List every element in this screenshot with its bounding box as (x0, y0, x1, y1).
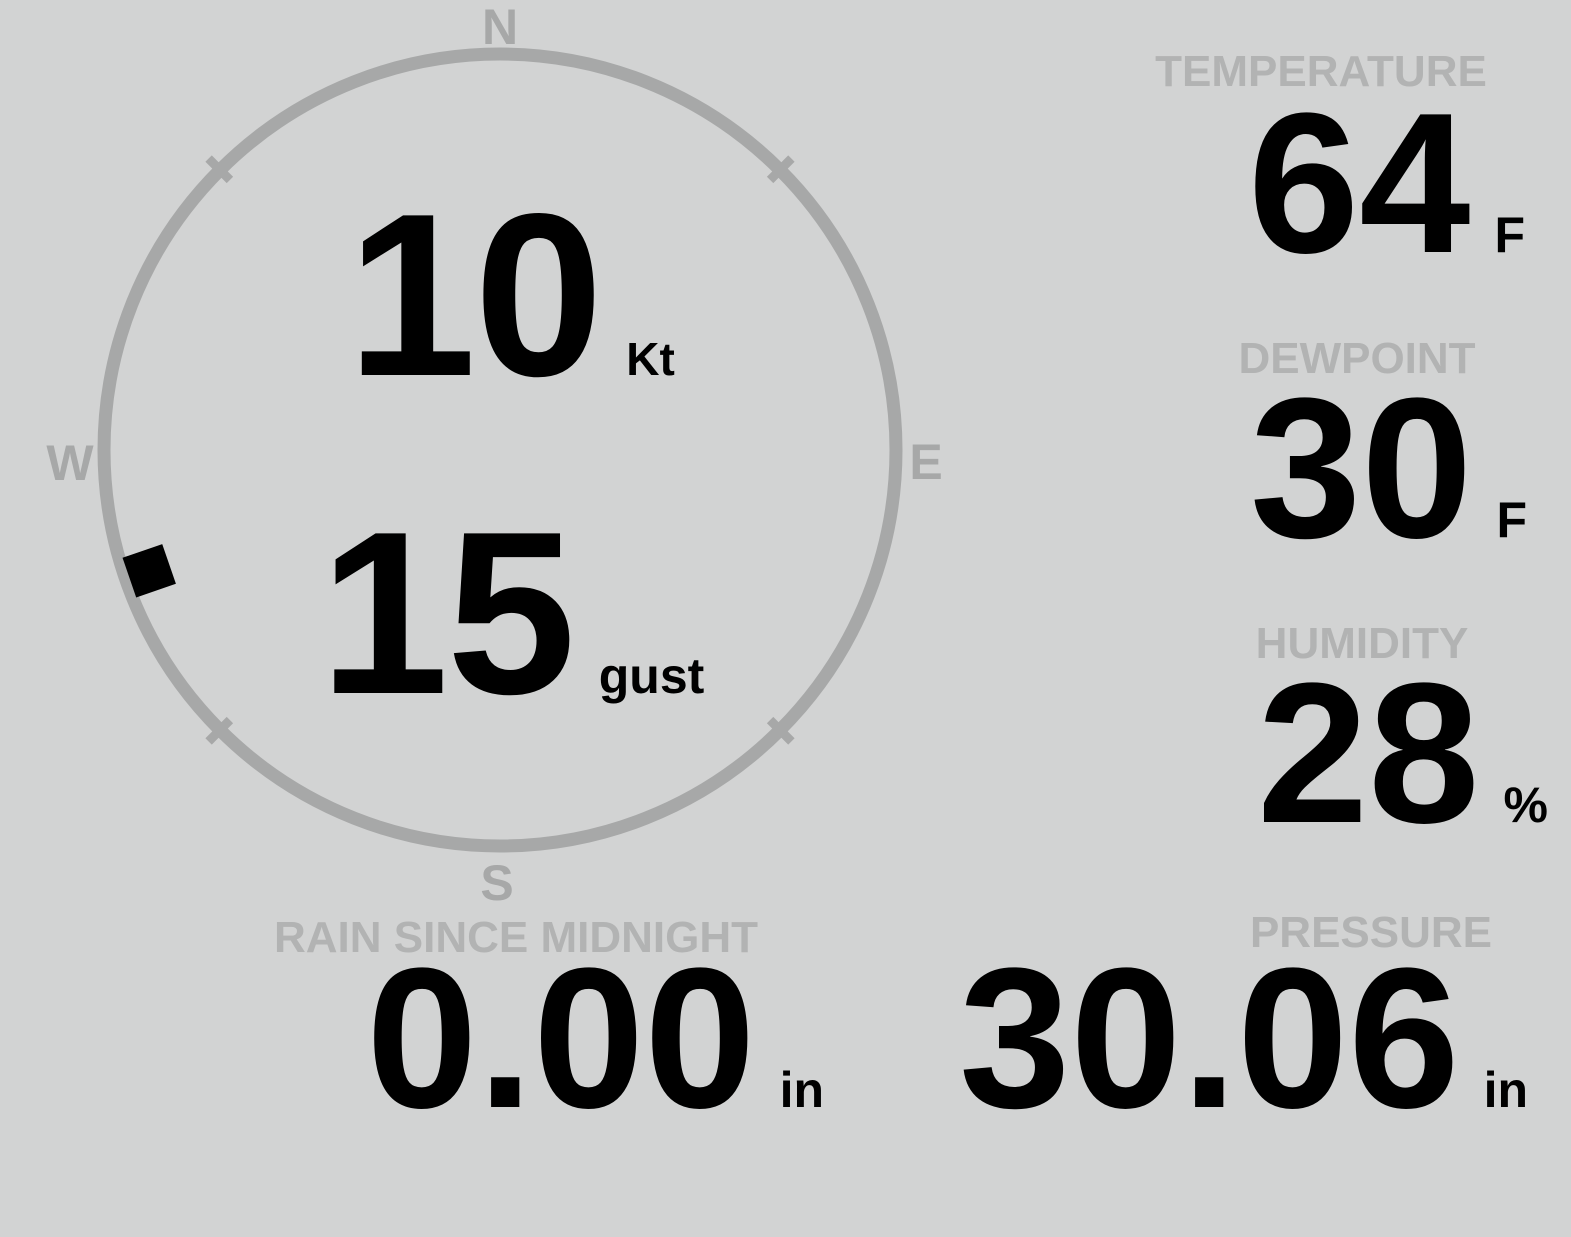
pressure-label: PRESSURE (1249, 908, 1493, 957)
pressure-value: 30.06 (959, 927, 1460, 1150)
compass-label-north: N (481, 0, 519, 55)
dewpoint-value: 30 (1249, 357, 1473, 580)
rain-row: 0.00 in (366, 939, 824, 1139)
compass-label-west: W (46, 435, 94, 491)
dewpoint-unit: F (1496, 492, 1527, 548)
wind-gust-value: 15 (319, 484, 576, 743)
pressure-unit: in (1483, 1062, 1528, 1118)
compass-tick-nw (205, 155, 234, 184)
compass-label-south: S (480, 855, 514, 911)
temperature-label: TEMPERATURE (1155, 47, 1487, 96)
humidity-label: HUMIDITY (1255, 619, 1469, 668)
compass-tick-se (766, 716, 795, 745)
temperature-value: 64 (1247, 72, 1471, 295)
humidity-row: 28 % (1257, 654, 1548, 854)
humidity-unit: % (1503, 777, 1548, 833)
wind-gust-row: 15 gust (320, 498, 705, 730)
dewpoint-label: DEWPOINT (1238, 334, 1476, 383)
compass-ring (97, 47, 903, 853)
compass-label-east: E (909, 434, 943, 490)
temperature-unit: F (1494, 207, 1525, 263)
wind-speed-unit: Kt (626, 333, 675, 385)
rain-label: RAIN SINCE MIDNIGHT (274, 913, 758, 962)
wind-speed-row: 10 Kt (347, 180, 675, 412)
dewpoint-row: 30 F (1250, 369, 1527, 569)
rain-unit: in (779, 1062, 824, 1118)
wind-speed-value: 10 (347, 166, 603, 425)
temperature-row: 64 F (1248, 84, 1525, 284)
pressure-row: 30.06 in (959, 939, 1528, 1139)
rain-value: 0.00 (366, 927, 756, 1150)
wind-gust-unit: gust (598, 648, 705, 704)
compass-tick-sw (205, 716, 234, 745)
compass-tick-ne (766, 155, 795, 184)
humidity-value: 28 (1257, 642, 1480, 865)
